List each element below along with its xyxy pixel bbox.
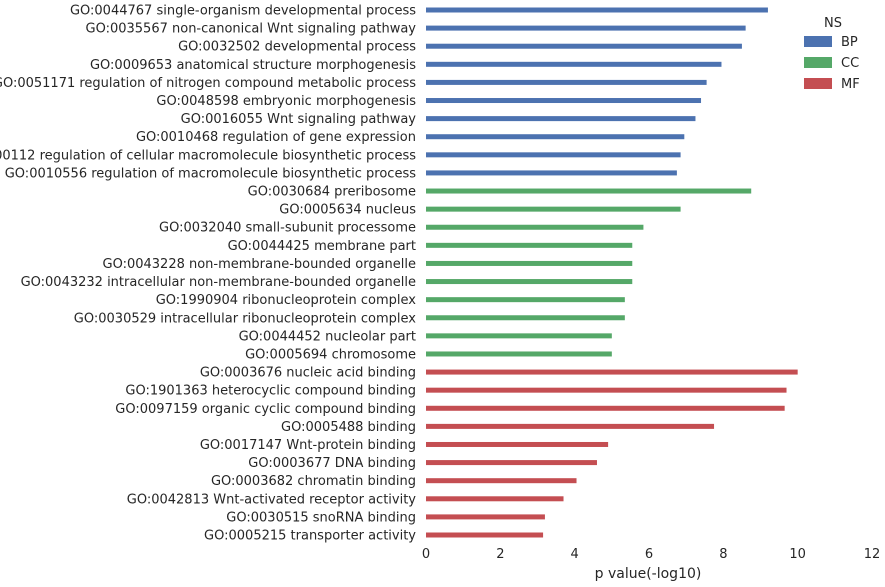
legend-swatch [804, 36, 832, 47]
category-label: GO:0043228 non-membrane-bounded organell… [103, 257, 417, 272]
category-label: GO:0003682 chromatin binding [211, 474, 416, 489]
category-label: GO:0016055 Wnt signaling pathway [181, 112, 417, 127]
x-tick-label: 12 [864, 547, 881, 562]
legend-label: BP [841, 35, 858, 50]
x-tick-label: 10 [789, 547, 806, 562]
bar [426, 188, 752, 194]
bar [426, 43, 742, 49]
bar [426, 423, 715, 429]
bar [426, 206, 681, 212]
bar [426, 405, 785, 411]
bar [426, 297, 625, 303]
bars-layer [426, 7, 798, 538]
category-label: GO:0044425 membrane part [228, 239, 416, 254]
legend-title: NS [824, 16, 842, 31]
category-label: GO:0048598 embryonic morphogenesis [156, 94, 416, 109]
legend-label: MF [841, 77, 860, 92]
bar [426, 170, 677, 176]
category-label: GO:0003676 nucleic acid binding [200, 366, 416, 381]
bar [426, 532, 544, 538]
category-label: GO:0017147 Wnt-protein binding [200, 438, 416, 453]
x-tick-label: 4 [571, 547, 579, 562]
category-label: GO:1990904 ribonucleoprotein complex [156, 293, 417, 308]
x-axis-ticks: 0 2 4 6 8 10 12 [422, 547, 880, 562]
bar [426, 279, 633, 285]
category-label: GO:0042813 Wnt-activated receptor activi… [127, 492, 417, 507]
bar [426, 387, 787, 393]
legend-swatch [804, 57, 832, 68]
category-label: GO:0097159 organic cyclic compound bindi… [115, 402, 416, 417]
bar [426, 61, 722, 67]
bar [426, 242, 633, 248]
bar [426, 116, 696, 122]
bar [426, 369, 798, 375]
x-tick-label: 2 [496, 547, 504, 562]
category-label: GO:0051171 regulation of nitrogen compou… [0, 76, 416, 91]
bar [426, 333, 612, 339]
bar [426, 260, 633, 266]
category-label: GO:0003677 DNA binding [248, 456, 416, 471]
bar [426, 152, 681, 158]
category-label: GO:0009653 anatomical structure morphoge… [90, 58, 416, 73]
bar [426, 98, 702, 104]
category-label: GO:0030529 intracellular ribonucleoprote… [74, 311, 417, 326]
category-label: GO:2000112 regulation of cellular macrom… [0, 148, 416, 163]
category-label: GO:1901363 heterocyclic compound binding [125, 384, 416, 399]
category-labels: GO:0044767 single-organism developmental… [0, 4, 416, 544]
x-tick-label: 8 [719, 547, 727, 562]
category-label: GO:0005634 nucleus [279, 203, 416, 218]
category-label: GO:0044452 nucleolar part [239, 329, 416, 344]
category-label: GO:0010468 regulation of gene expression [136, 130, 416, 145]
category-label: GO:0032040 small-subunit processome [159, 221, 416, 236]
bar [426, 460, 597, 466]
bar [426, 496, 564, 502]
category-label: GO:0005488 binding [281, 420, 416, 435]
bar [426, 315, 625, 321]
bar [426, 224, 644, 230]
category-label: GO:0005694 chromosome [245, 347, 416, 362]
bar [426, 351, 612, 357]
bar [426, 478, 577, 484]
category-label: GO:0005215 transporter activity [204, 529, 416, 544]
category-label: GO:0043232 intracellular non-membrane-bo… [21, 275, 416, 290]
category-label: GO:0010556 regulation of macromolecule b… [5, 166, 416, 181]
bar [426, 25, 746, 31]
x-tick-label: 6 [645, 547, 653, 562]
bar [426, 134, 685, 140]
bar [426, 79, 707, 85]
category-label: GO:0030684 preribosome [248, 185, 416, 200]
category-label: GO:0032502 developmental process [178, 40, 416, 55]
x-tick-label: 0 [422, 547, 430, 562]
category-label: GO:0035567 non-canonical Wnt signaling p… [86, 22, 417, 37]
category-label: GO:0030515 snoRNA binding [226, 510, 416, 525]
bar [426, 514, 545, 520]
bar [426, 441, 609, 447]
bar [426, 7, 768, 13]
legend-swatch [804, 78, 832, 89]
x-axis-title: p value(-log10) [595, 566, 702, 582]
category-label: GO:0044767 single-organism developmental… [70, 4, 416, 19]
legend-label: CC [841, 56, 859, 71]
legend: NS BP CC MF [804, 16, 860, 92]
